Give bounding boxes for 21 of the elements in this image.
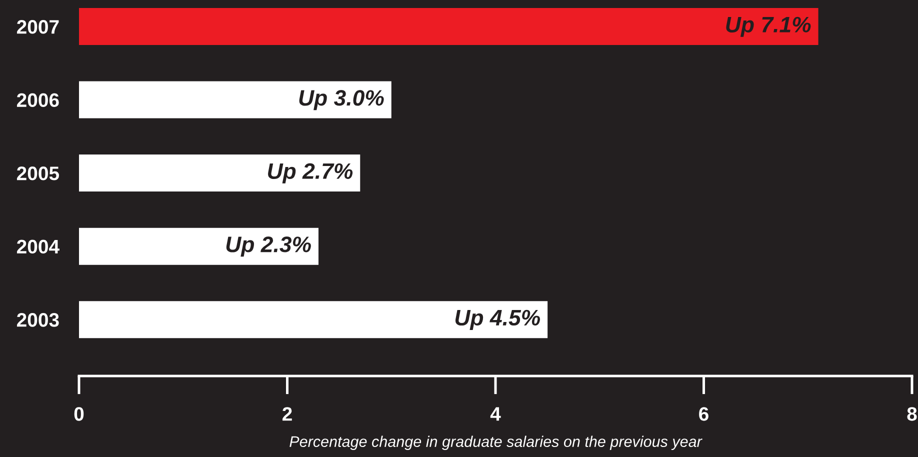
- data-label: Up 4.5%: [455, 310, 540, 330]
- data-label: Up 2.7%: [268, 163, 353, 184]
- bar: [79, 81, 392, 118]
- bar: [79, 154, 360, 192]
- x-tick-label: 4: [490, 407, 501, 421]
- y-tick-label: 2003: [16, 313, 59, 327]
- y-tick-label: 2004: [16, 240, 60, 254]
- x-tick-label: 0: [74, 407, 84, 421]
- x-tick-label: 8: [907, 407, 917, 421]
- data-label: Up 3.0%: [299, 90, 384, 110]
- bar: [79, 301, 548, 338]
- data-label: Up 7.1%: [726, 16, 811, 37]
- y-tick-label: 2005: [16, 166, 60, 180]
- x-tick-label: 6: [699, 407, 708, 421]
- bar: [79, 228, 318, 265]
- y-tick-label: 2007: [16, 20, 59, 34]
- bar: [79, 8, 818, 46]
- y-tick-label: 2006: [16, 93, 59, 108]
- x-tick-label: 2: [282, 407, 292, 421]
- data-label: Up 2.3%: [226, 236, 311, 257]
- x-axis-title: Percentage change in graduate salaries on the previous year: [290, 436, 702, 450]
